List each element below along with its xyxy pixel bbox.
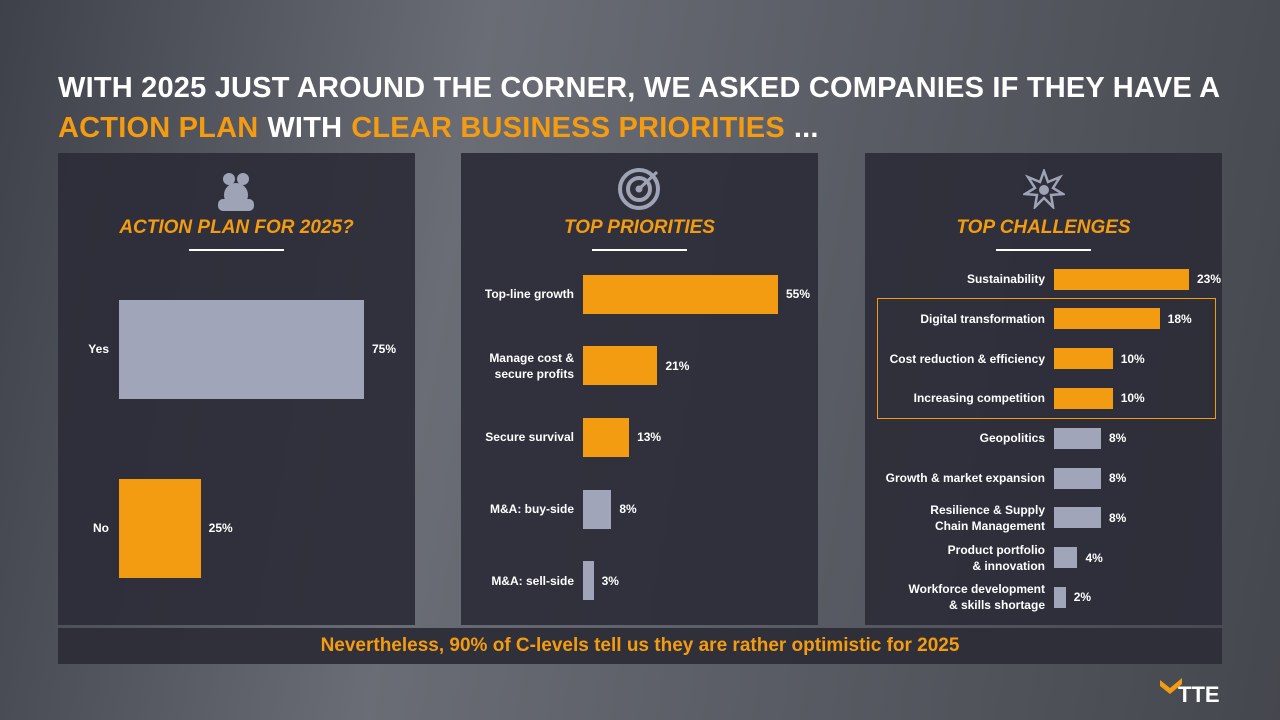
bar [583,489,612,529]
headline-segment: WITH [267,112,343,144]
bar [1054,387,1113,409]
category-label: Top-line growth [484,287,574,301]
underline [592,249,687,251]
value-label: 8% [1108,471,1127,485]
headline-line2: ACTION PLAN WITH CLEAR BUSINESS PRIORITIES… [58,112,828,145]
category-label: M&A: buy-side [490,502,574,517]
bar [583,417,630,457]
icon [1023,169,1065,209]
category-label: Geopolitics [979,431,1045,446]
panel: TOP CHALLENGES Sustainability 23% Digital … [865,153,1222,625]
category-label: Secure survival [485,430,574,445]
category-label: Cost reduction & efficiency [889,351,1045,366]
bar [119,299,364,399]
category-label: Yes [88,342,109,356]
value-label: 8% [1108,510,1127,525]
underline [996,249,1091,251]
icon [218,173,254,211]
chart-title: TOP CHALLENGES [956,217,1131,238]
value-label: 3% [601,573,619,588]
category-label: Sustainability [966,272,1045,286]
bar [1054,348,1113,370]
highlight-box [877,298,1216,419]
category-label: Increasing competition [913,391,1045,406]
bar [1054,427,1101,449]
bar [1054,586,1066,608]
bar [1054,308,1160,330]
headline-segment: CLEAR BUSINESS PRIORITIES [351,112,785,144]
category-label: Digital transformation [920,311,1045,326]
category-label: Product portfolio & innovation [947,542,1045,573]
headline: WITH 2025 JUST AROUND THE CORNER, WE ASK… [58,72,1221,104]
bar [583,274,778,314]
category-label: Workforce development & skills shortage [908,582,1045,613]
value-label: 2% [1073,590,1092,605]
underline [189,249,284,251]
bar [1054,547,1078,569]
category-label: Growth & market expansion [885,471,1045,485]
value-label: 8% [619,502,637,517]
value-label: 21% [665,358,690,373]
headline-segment: ACTION PLAN [58,112,259,144]
bar [1054,507,1101,529]
panel: ACTION PLAN FOR 2025? Yes 75% No 25% [58,153,415,625]
value-label: 10% [1120,391,1145,406]
value-label: 13% [637,430,662,445]
logo-text: TTE [1178,682,1220,707]
logo-mark [1160,678,1182,694]
chart-title: TOP PRIORITIES [564,217,715,238]
value-label: 75% [372,342,397,356]
icon [618,168,660,210]
value-label: 55% [786,287,811,301]
panel: TOP PRIORITIES Top-line growth 55% Manage … [461,153,818,625]
footer: Nevertheless, 90% of C-levels tell us th… [58,628,1222,664]
value-label: 4% [1085,550,1103,565]
category-label: Manage cost & secure profits [489,350,574,381]
category-label: Resilience & Supply Chain Management [930,502,1045,533]
value-label: 10% [1120,351,1145,366]
bar [583,561,594,601]
value-label: 23% [1197,272,1222,286]
value-label: 25% [208,521,233,535]
value-label: 18% [1167,311,1192,326]
bar [119,478,201,578]
bar [1054,467,1101,489]
logo: TTE [1160,678,1220,708]
bar [583,346,658,386]
headline-segment: ... [793,112,819,144]
bar [1054,268,1189,290]
category-label: No [93,521,109,535]
chart-title: ACTION PLAN FOR 2025? [119,217,354,238]
category-label: M&A: sell-side [491,573,574,588]
value-label: 8% [1108,431,1127,446]
